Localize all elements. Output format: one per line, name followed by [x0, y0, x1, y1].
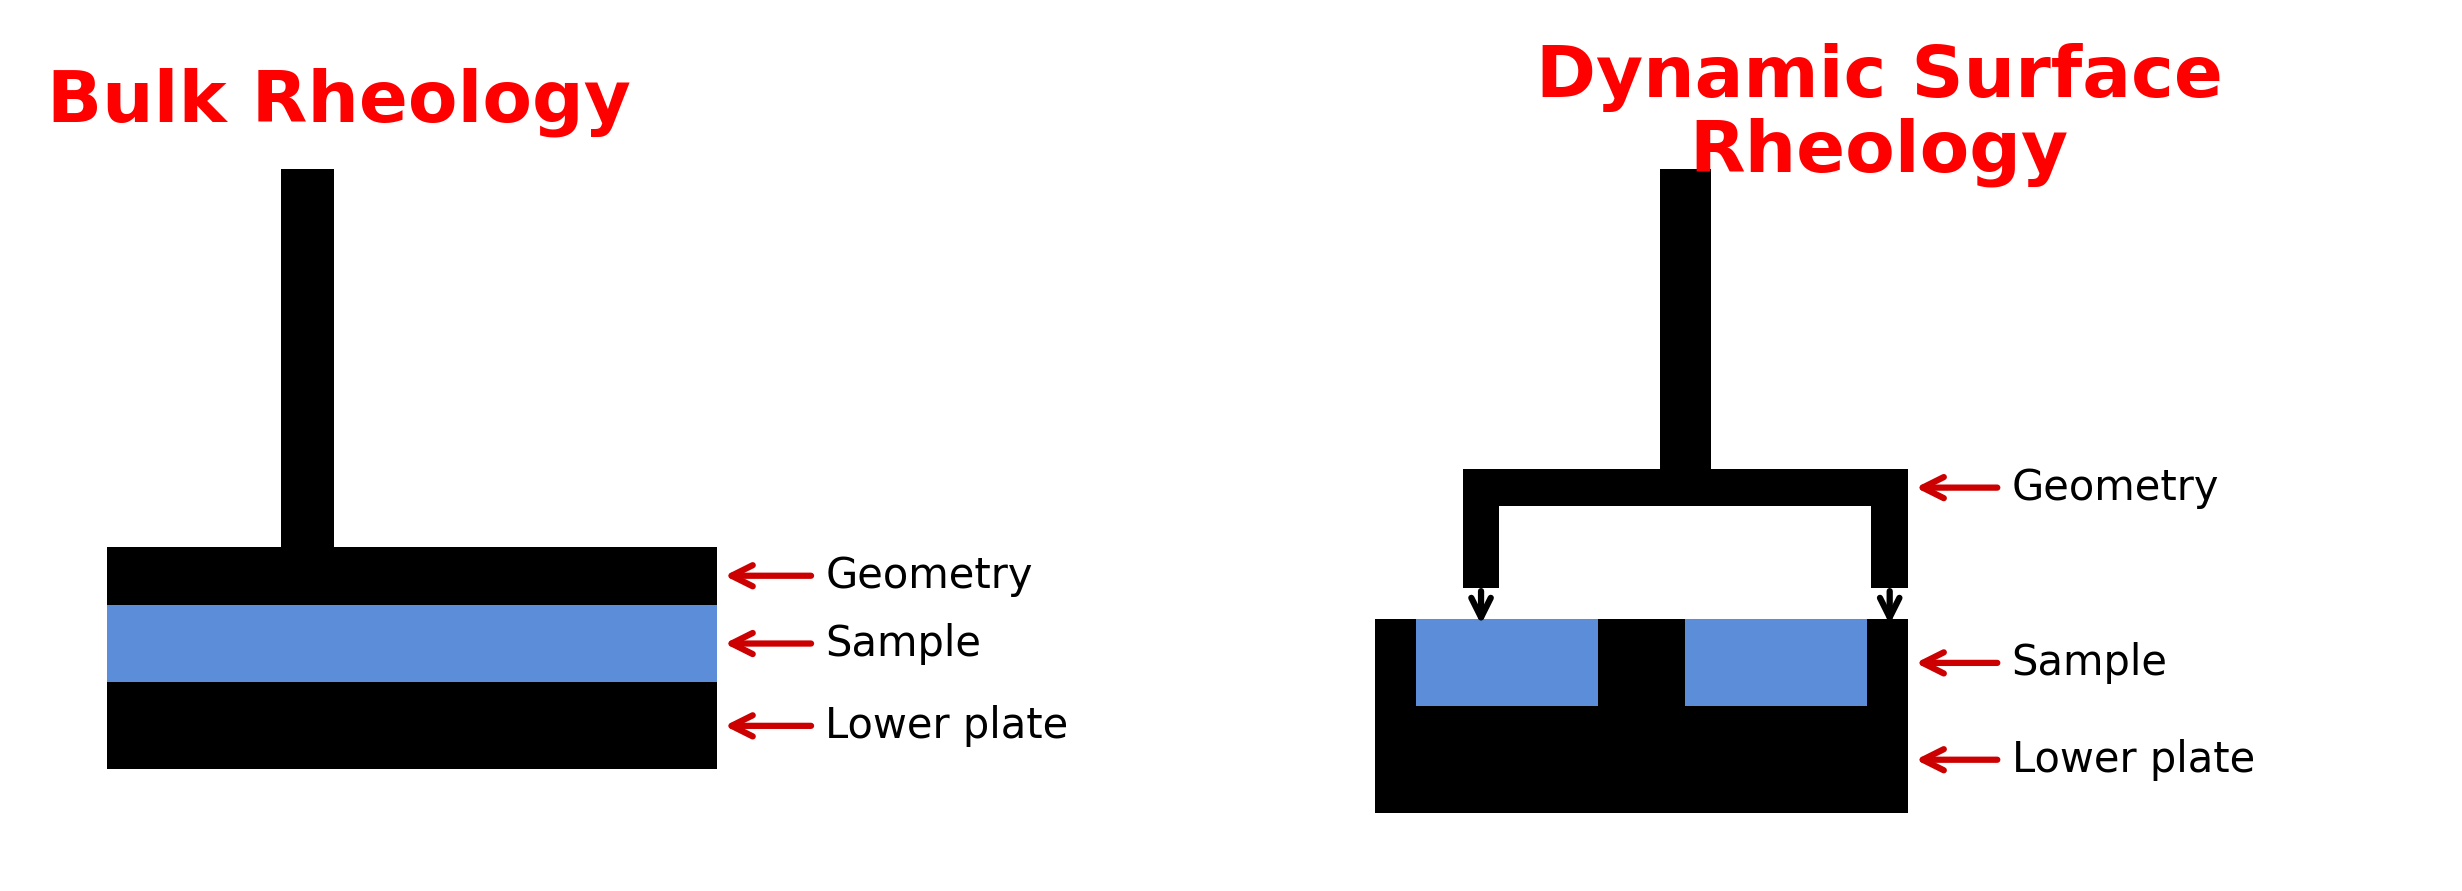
- Text: Lower plate: Lower plate: [2011, 739, 2255, 781]
- Bar: [1871, 506, 1908, 588]
- Text: Lower plate: Lower plate: [825, 705, 1069, 747]
- Text: Dynamic Surface
Rheology: Dynamic Surface Rheology: [1536, 43, 2223, 187]
- Bar: [1659, 169, 1711, 470]
- Bar: [106, 605, 716, 683]
- Bar: [1376, 619, 1416, 813]
- Text: Sample: Sample: [2011, 642, 2167, 684]
- Text: Bulk Rheology: Bulk Rheology: [47, 68, 630, 137]
- Bar: [1416, 619, 1598, 707]
- Text: Sample: Sample: [825, 623, 982, 665]
- Text: Geometry: Geometry: [825, 555, 1034, 597]
- Bar: [1598, 619, 1686, 707]
- Text: Geometry: Geometry: [2011, 467, 2218, 509]
- Bar: [106, 547, 716, 605]
- Bar: [1462, 506, 1499, 588]
- Bar: [1866, 619, 1908, 813]
- Bar: [1462, 470, 1908, 506]
- Bar: [1376, 619, 1908, 813]
- Bar: [106, 683, 716, 770]
- Bar: [1686, 619, 1866, 707]
- Bar: [281, 169, 335, 547]
- Bar: [1376, 707, 1908, 813]
